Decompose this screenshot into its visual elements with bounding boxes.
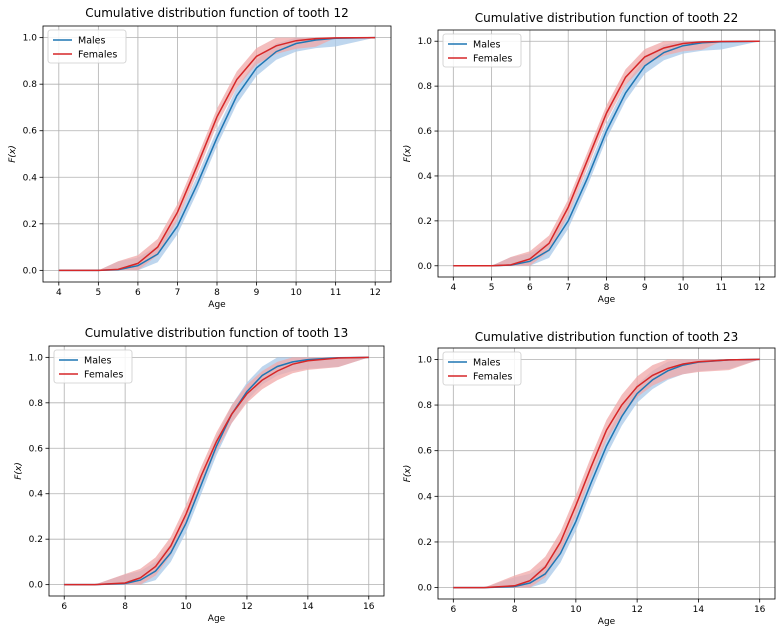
x-tick-label: 10 <box>677 283 689 293</box>
x-axis-label: Age <box>598 617 616 627</box>
y-tick-label: 0.2 <box>418 217 432 227</box>
legend-label-females: Females <box>84 370 123 381</box>
x-axis-label: Age <box>598 295 616 305</box>
x-tick-label: 7 <box>565 283 571 293</box>
x-tick-label: 14 <box>302 602 314 612</box>
y-tick-label: 0.6 <box>418 447 433 457</box>
x-tick-label: 7 <box>175 288 181 298</box>
x-tick-label: 11 <box>716 283 727 293</box>
plot-area <box>49 346 384 596</box>
x-tick-label: 8 <box>122 602 128 612</box>
x-tick-label: 4 <box>450 283 456 293</box>
x-tick-label: 11 <box>330 288 341 298</box>
x-tick-label: 8 <box>604 283 610 293</box>
series-line-males <box>453 358 760 589</box>
legend-label-males: Males <box>473 40 501 51</box>
subplot-2: 4 5 6 7 8 9 10 11 12 0.0 0.2 0.4 0.6 0.8 1.0 Cumulative… <box>403 11 776 305</box>
y-tick-label: 0.6 <box>418 127 433 137</box>
x-tick-label: 4 <box>56 288 62 298</box>
x-tick-label: 6 <box>61 602 67 612</box>
subplot-1: 4 5 6 7 8 9 10 11 12 0.0 0.2 0.4 0.6 0.8 1.0 Cumulative… <box>8 6 392 310</box>
y-tick-label: 0.6 <box>23 127 38 137</box>
x-tick-label: 12 <box>631 605 642 615</box>
x-tick-label: 12 <box>754 283 765 293</box>
legend-label-males: Males <box>84 356 112 367</box>
y-tick-label: 0.6 <box>29 444 44 454</box>
series-line-males <box>453 40 760 267</box>
y-tick-label: 0.8 <box>23 80 38 90</box>
y-tick-label: 0.0 <box>29 581 44 591</box>
legend-label-females: Females <box>78 50 117 61</box>
y-tick-label: 0.8 <box>29 399 44 409</box>
x-tick-label: 12 <box>241 602 252 612</box>
chart-title: Cumulative distribution function of toot… <box>475 330 739 344</box>
series-line-males <box>64 356 369 586</box>
x-tick-label: 10 <box>290 288 302 298</box>
y-axis-label: F(x) <box>14 462 24 480</box>
chart-title: Cumulative distribution function of toot… <box>85 6 349 20</box>
x-axis-label: Age <box>208 614 226 624</box>
y-axis-label: F(x) <box>8 145 18 163</box>
y-axis-label: F(x) <box>403 145 413 163</box>
x-tick-label: 9 <box>254 288 260 298</box>
x-tick-label: 6 <box>450 605 456 615</box>
y-tick-label: 0.2 <box>23 220 37 230</box>
y-tick-label: 1.0 <box>23 34 38 44</box>
y-tick-label: 0.4 <box>418 172 433 182</box>
chart-title: Cumulative distribution function of toot… <box>85 326 349 340</box>
legend-label-males: Males <box>473 358 501 369</box>
subplot-4: 6 8 10 12 14 16 0.0 0.2 0.4 0.6 0.8 1.0 Cumulative d… <box>403 330 776 627</box>
y-tick-label: 0.0 <box>418 262 433 272</box>
y-tick-label: 1.0 <box>418 37 433 47</box>
y-tick-label: 0.0 <box>418 584 433 594</box>
x-tick-label: 14 <box>693 605 705 615</box>
x-tick-label: 6 <box>135 288 141 298</box>
legend-label-females: Females <box>473 54 512 65</box>
x-tick-label: 8 <box>214 288 220 298</box>
x-axis-label: Age <box>208 300 226 310</box>
y-tick-label: 0.4 <box>418 492 433 502</box>
y-tick-label: 0.4 <box>23 173 38 183</box>
y-tick-label: 0.0 <box>23 266 38 276</box>
series-line-females <box>453 358 760 589</box>
x-tick-label: 12 <box>369 288 380 298</box>
y-axis-label: F(x) <box>403 465 413 483</box>
y-tick-label: 0.2 <box>29 535 43 545</box>
axes-frame <box>48 345 385 597</box>
plot-area <box>438 348 775 599</box>
series-line-females <box>453 40 760 267</box>
legend-label-males: Males <box>78 36 106 47</box>
series-line-males <box>58 36 376 272</box>
x-tick-label: 16 <box>363 602 375 612</box>
y-tick-label: 0.8 <box>418 401 433 411</box>
x-tick-label: 5 <box>489 283 495 293</box>
y-tick-label: 1.0 <box>29 353 44 363</box>
legend-label-females: Females <box>473 372 512 383</box>
y-tick-label: 1.0 <box>418 355 433 365</box>
axes-frame <box>437 347 776 600</box>
subplot-3: 6 8 10 12 14 16 0.0 0.2 0.4 0.6 0.8 1.0 Cumulative d… <box>14 326 385 624</box>
series-line-females <box>58 36 376 272</box>
x-tick-label: 9 <box>642 283 648 293</box>
y-tick-label: 0.2 <box>418 538 432 548</box>
x-tick-label: 10 <box>180 602 192 612</box>
x-tick-label: 10 <box>570 605 582 615</box>
y-tick-label: 0.4 <box>29 490 44 500</box>
chart-title: Cumulative distribution function of toot… <box>475 11 739 25</box>
x-tick-label: 6 <box>527 283 533 293</box>
x-tick-label: 5 <box>95 288 101 298</box>
x-tick-label: 8 <box>512 605 518 615</box>
series-line-females <box>64 356 369 586</box>
y-tick-label: 0.8 <box>418 82 433 92</box>
x-tick-label: 16 <box>754 605 766 615</box>
